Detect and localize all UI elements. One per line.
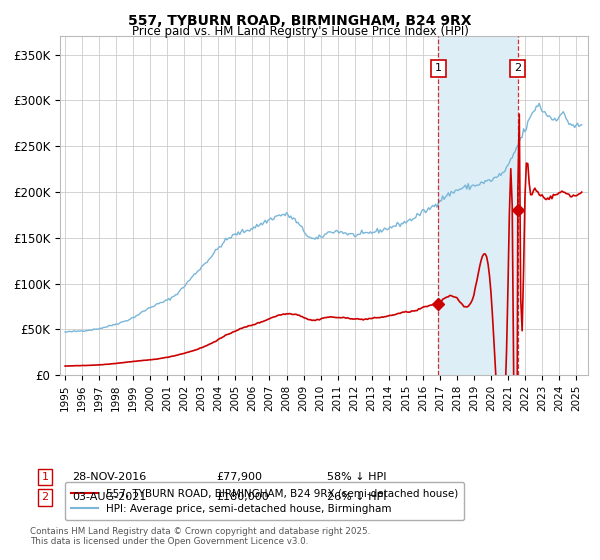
Text: Price paid vs. HM Land Registry's House Price Index (HPI): Price paid vs. HM Land Registry's House … (131, 25, 469, 38)
Text: 28-NOV-2016: 28-NOV-2016 (72, 472, 146, 482)
Text: 2: 2 (514, 63, 521, 73)
Text: 1: 1 (41, 472, 49, 482)
Text: 1: 1 (435, 63, 442, 73)
Text: 557, TYBURN ROAD, BIRMINGHAM, B24 9RX: 557, TYBURN ROAD, BIRMINGHAM, B24 9RX (128, 14, 472, 28)
Text: 2: 2 (41, 492, 49, 502)
Legend: 557, TYBURN ROAD, BIRMINGHAM, B24 9RX (semi-detached house), HPI: Average price,: 557, TYBURN ROAD, BIRMINGHAM, B24 9RX (s… (65, 482, 464, 520)
Text: 03-AUG-2021: 03-AUG-2021 (72, 492, 146, 502)
Bar (439, 36, 518, 375)
Text: £180,000: £180,000 (216, 492, 269, 502)
Text: £77,900: £77,900 (216, 472, 262, 482)
Text: 58% ↓ HPI: 58% ↓ HPI (327, 472, 386, 482)
Text: 26% ↓ HPI: 26% ↓ HPI (327, 492, 386, 502)
Text: Contains HM Land Registry data © Crown copyright and database right 2025.
This d: Contains HM Land Registry data © Crown c… (30, 526, 370, 546)
